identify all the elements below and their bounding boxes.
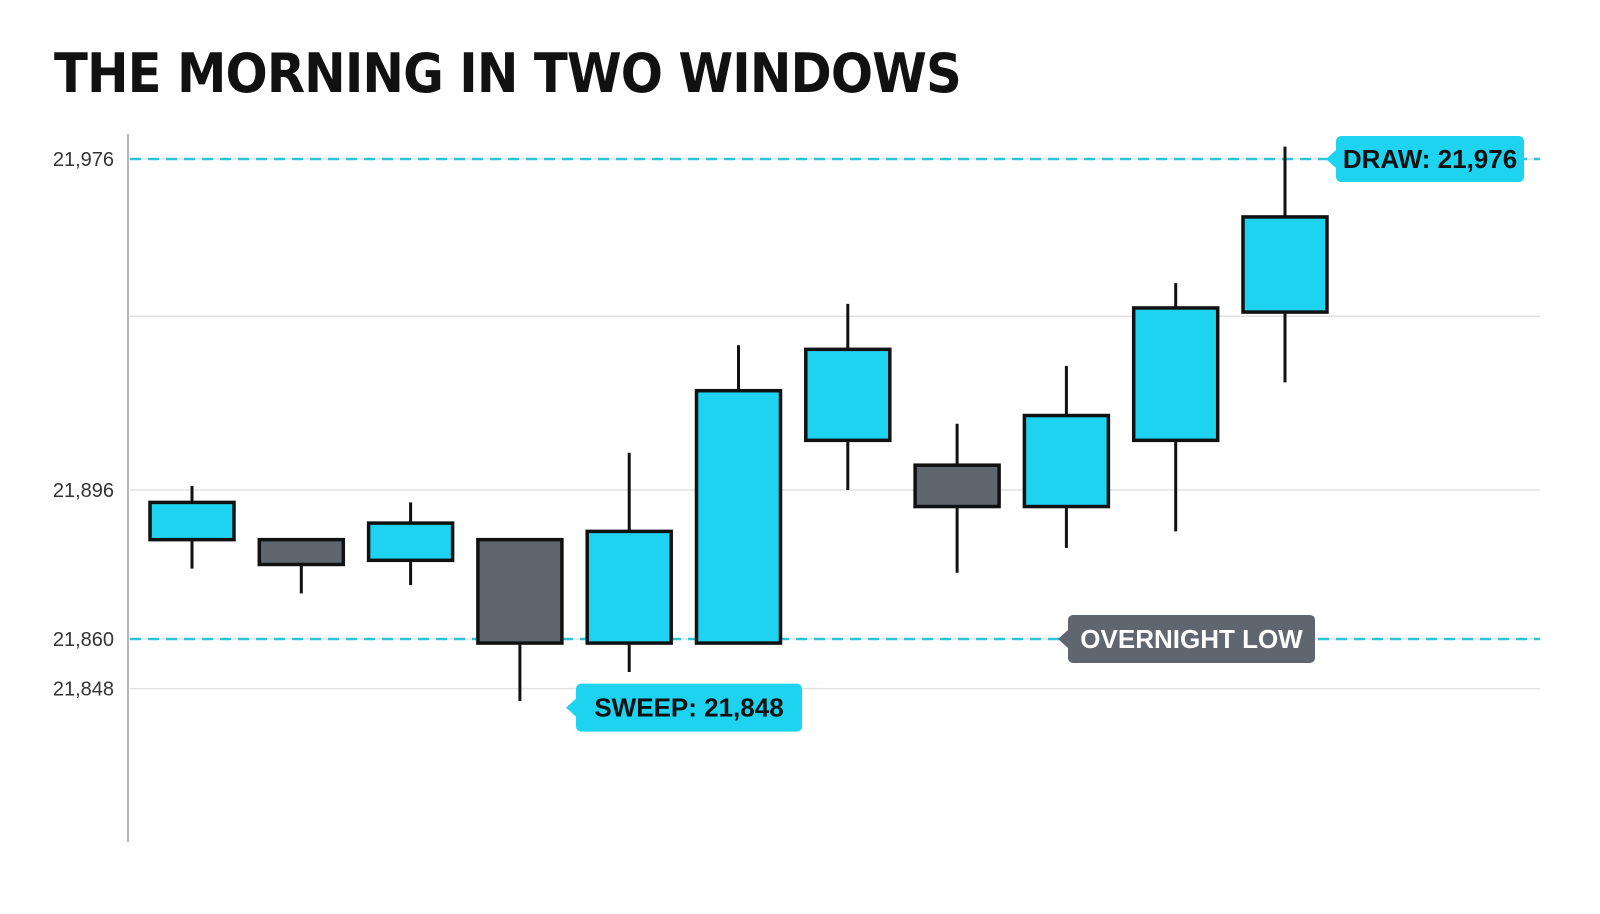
y-tick-label: 21,848: [53, 679, 114, 701]
candle-body: [148, 500, 236, 542]
overnight-low-callout-text: OVERNIGHT LOW: [1080, 624, 1303, 654]
candles-layer: [148, 146, 1329, 702]
candle-body: [1241, 215, 1329, 314]
candle-body: [476, 537, 564, 645]
y-axis: 21,976 21,896 21,860 21,848: [53, 134, 129, 842]
candle: [913, 423, 1001, 573]
candle-body: [804, 347, 892, 443]
candle-body: [585, 529, 673, 645]
y-tick-label: 21,976: [53, 149, 114, 171]
overnight-low-callout: OVERNIGHT LOW: [1058, 614, 1315, 663]
candle-body: [1131, 306, 1220, 443]
candle: [476, 537, 564, 702]
chart-title: THE MORNING IN TWO WINDOWS: [54, 42, 962, 105]
candle-body: [1022, 413, 1111, 509]
candle: [804, 303, 892, 490]
candle: [366, 502, 455, 586]
candle-body: [694, 388, 783, 645]
draw-callout-text: DRAW: 21,976: [1343, 144, 1517, 174]
candle: [1241, 146, 1329, 383]
draw-callout: DRAW: 21,976: [1326, 136, 1524, 182]
candle: [148, 485, 236, 569]
candle: [1022, 365, 1111, 548]
candle-body: [257, 537, 346, 567]
candle: [257, 537, 346, 594]
sweep-callout-text: SWEEP: 21,848: [594, 693, 783, 723]
candle-body: [366, 521, 455, 563]
sweep-callout-pointer: [566, 698, 576, 717]
sweep-callout: SWEEP: 21,848: [566, 683, 802, 732]
y-tick-label: 21,896: [53, 480, 114, 502]
candle: [694, 345, 783, 645]
candle: [1131, 283, 1220, 532]
draw-callout-box: [1336, 136, 1524, 182]
sweep-callout-box: [576, 683, 802, 732]
overnight-low-callout-pointer: [1058, 629, 1068, 648]
overnight-low-callout-box: [1068, 614, 1315, 663]
callouts-layer: DRAW: 21,976 OVERNIGHT LOW SWEEP: 21,848: [566, 136, 1524, 732]
candle: [585, 452, 673, 673]
candle-body: [913, 463, 1001, 509]
draw-callout-pointer: [1326, 150, 1336, 168]
y-tick-label: 21,860: [53, 629, 114, 651]
